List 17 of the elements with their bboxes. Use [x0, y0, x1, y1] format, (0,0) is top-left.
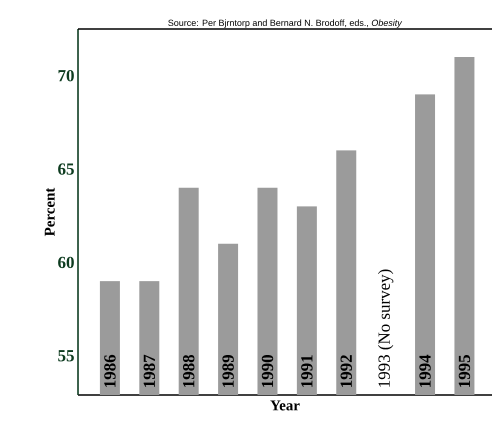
x-tick-label: 1989	[222, 355, 234, 387]
x-tick-label: 1986	[104, 354, 116, 387]
x-tick-label: 1987	[144, 354, 156, 387]
source-note: Source: Per Bjrntorp and Bernard N. Brodoff, eds., Obesity	[168, 19, 402, 28]
x-tick-label: 1990	[262, 355, 274, 387]
x-tick-label: 1988	[182, 354, 194, 387]
y-tick-label: 70	[58, 70, 74, 82]
x-tick-label: 1991	[301, 355, 313, 387]
x-axis-title: Year	[270, 400, 300, 410]
x-tick-label: 1995	[458, 355, 470, 387]
y-tick-label: 60	[58, 256, 74, 268]
x-tick-label: 1994	[419, 354, 431, 387]
y-axis-title: Percent	[44, 188, 55, 236]
y-tick-label: 65	[58, 163, 74, 175]
x-tick-label: 1993 (No survey)	[378, 270, 394, 387]
y-tick-label: 55	[58, 350, 74, 362]
x-tick-label: 1992	[340, 355, 352, 387]
